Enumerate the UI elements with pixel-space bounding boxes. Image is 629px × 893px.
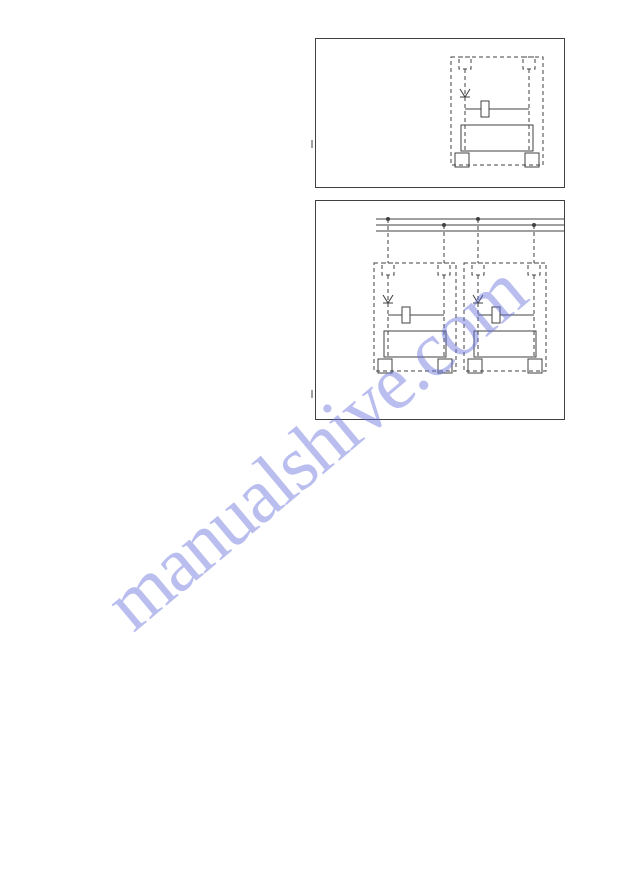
diagram-top-svg [316, 39, 566, 189]
diagram-bottom [315, 200, 565, 420]
tick-top [309, 140, 321, 152]
diagram-bottom-svg [316, 201, 566, 421]
diagram-top [315, 38, 565, 188]
tick-bottom [309, 390, 321, 402]
